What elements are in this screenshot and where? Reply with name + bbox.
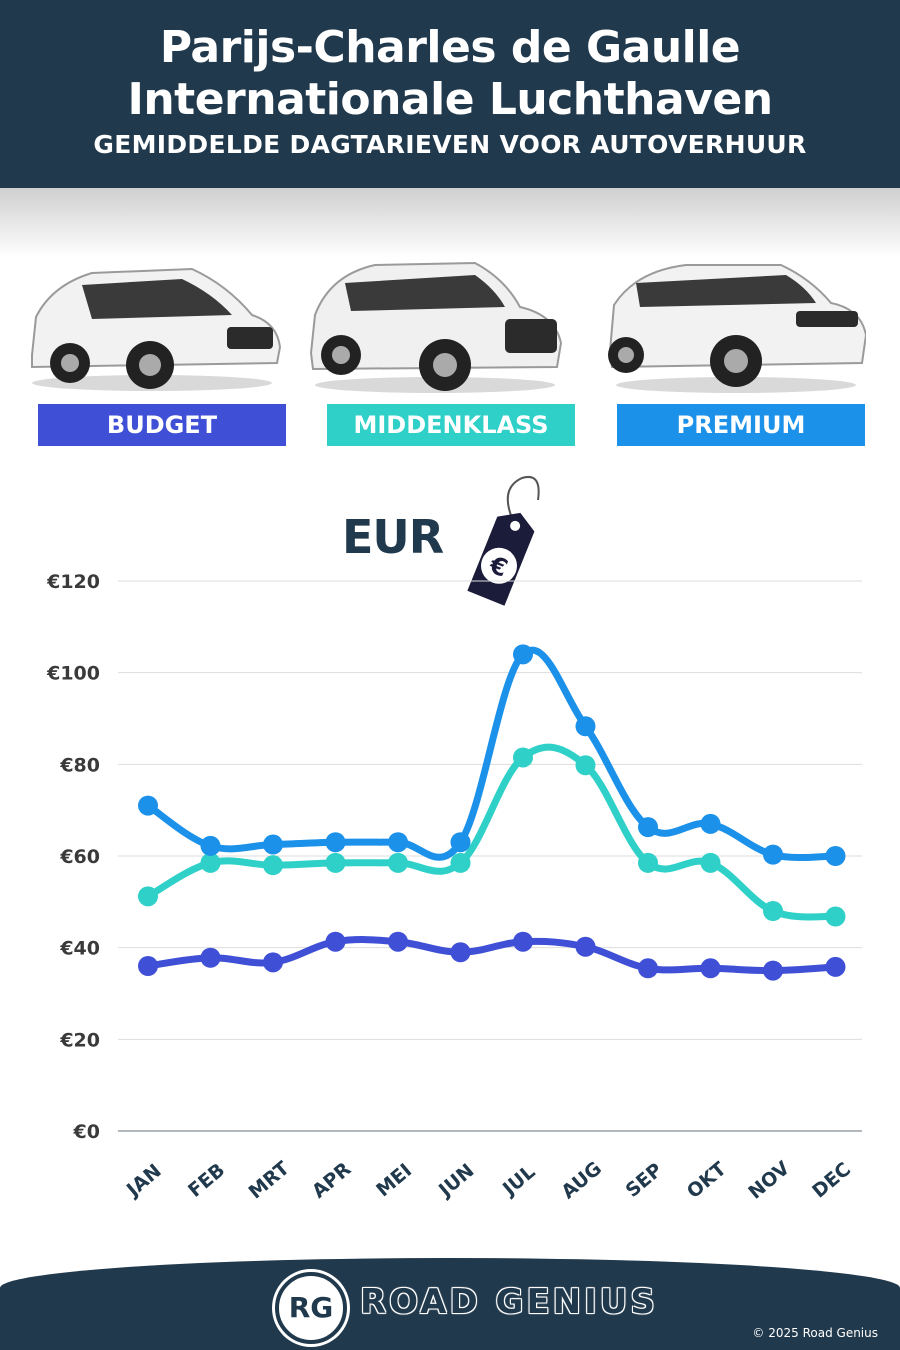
category-premium: PREMIUM: [617, 404, 865, 446]
y-tick-label: €100: [46, 663, 100, 685]
y-tick-label: €20: [59, 1029, 100, 1051]
footer: [0, 1258, 900, 1350]
x-tick-label: MRT: [245, 1157, 294, 1203]
data-point-premium: [388, 832, 408, 853]
x-tick-label: MEI: [372, 1159, 416, 1201]
x-tick-label: OKT: [683, 1158, 731, 1203]
data-point-premium: [513, 644, 533, 665]
data-point-budget: [763, 960, 783, 981]
y-tick-label: €60: [59, 846, 100, 868]
euro-price-tag-icon: €: [467, 476, 540, 606]
currency-label: EUR: [342, 510, 444, 564]
data-point-premium: [263, 834, 283, 855]
data-point-premium: [450, 832, 471, 853]
data-point-middenklass: [388, 852, 408, 873]
copyright: © 2025 Road Genius: [752, 1326, 878, 1340]
data-point-middenklass: [575, 755, 596, 776]
series-line-premium: [144, 646, 839, 862]
page-title-line-2: Internationale Luchthaven: [127, 74, 773, 125]
data-point-middenklass: [513, 747, 533, 768]
page-subtitle: GEMIDDELDE DAGTARIEVEN VOOR AUTOVERHUUR: [93, 130, 807, 159]
data-point-budget: [513, 931, 533, 952]
data-point-middenklass: [450, 852, 471, 873]
y-tick-label: €80: [59, 754, 100, 776]
x-tick-label: NOV: [744, 1157, 794, 1204]
brand-logo: RG: [275, 1272, 347, 1344]
brand-name: ROAD GENIUS: [360, 1282, 658, 1322]
data-point-premium: [825, 846, 846, 866]
data-point-budget: [138, 956, 158, 976]
data-point-premium: [200, 835, 221, 856]
data-point-middenklass: [763, 901, 783, 921]
data-point-budget: [825, 956, 846, 977]
data-point-premium: [138, 795, 158, 816]
data-point-middenklass: [825, 906, 846, 927]
data-point-budget: [638, 958, 658, 979]
page-title-line-1: Parijs-Charles de Gaulle: [159, 22, 741, 73]
data-point-budget: [700, 958, 721, 979]
y-tick-label: €40: [59, 938, 100, 960]
x-tick-label: JUN: [433, 1160, 478, 1203]
data-point-middenklass: [700, 852, 721, 873]
budget-car-icon: [31, 267, 282, 391]
header-fade: [0, 188, 900, 258]
x-tick-label: JAN: [121, 1160, 166, 1202]
series-line-budget: [144, 936, 839, 975]
midsize-car-icon: [309, 261, 563, 393]
data-point-premium: [575, 716, 596, 737]
x-tick-label: FEB: [184, 1159, 229, 1202]
data-point-budget: [388, 931, 408, 952]
x-tick-label: DEC: [808, 1158, 855, 1202]
data-point-budget: [325, 931, 346, 952]
premium-car-icon: [608, 264, 866, 393]
data-point-middenklass: [138, 886, 158, 907]
data-point-budget: [575, 936, 596, 957]
line-chart: €0 €20 €40 €60 €80 €100 €120 JAN FEB MRT APR MEI JUN…: [46, 571, 862, 1204]
data-point-middenklass: [638, 852, 658, 873]
x-tick-label: AUG: [557, 1157, 606, 1203]
data-point-budget: [200, 947, 221, 968]
x-tick-label: JUL: [497, 1161, 539, 1201]
data-point-middenklass: [325, 852, 346, 873]
data-point-middenklass: [200, 852, 221, 873]
x-tick-label: APR: [308, 1158, 356, 1203]
data-point-premium: [325, 832, 346, 853]
y-tick-label: €0: [73, 1121, 100, 1143]
header: Parijs-Charles de Gaulle Internationale …: [0, 0, 900, 188]
data-point-budget: [263, 952, 283, 973]
data-point-premium: [763, 844, 783, 865]
data-point-middenklass: [263, 855, 283, 876]
x-tick-label: SEP: [622, 1159, 667, 1202]
data-point-premium: [638, 817, 658, 838]
data-point-budget: [450, 942, 471, 963]
data-point-premium: [700, 813, 721, 834]
y-tick-label: €120: [46, 571, 100, 593]
category-budget: BUDGET: [38, 404, 286, 446]
category-midsize: MIDDENKLASS: [327, 404, 575, 446]
